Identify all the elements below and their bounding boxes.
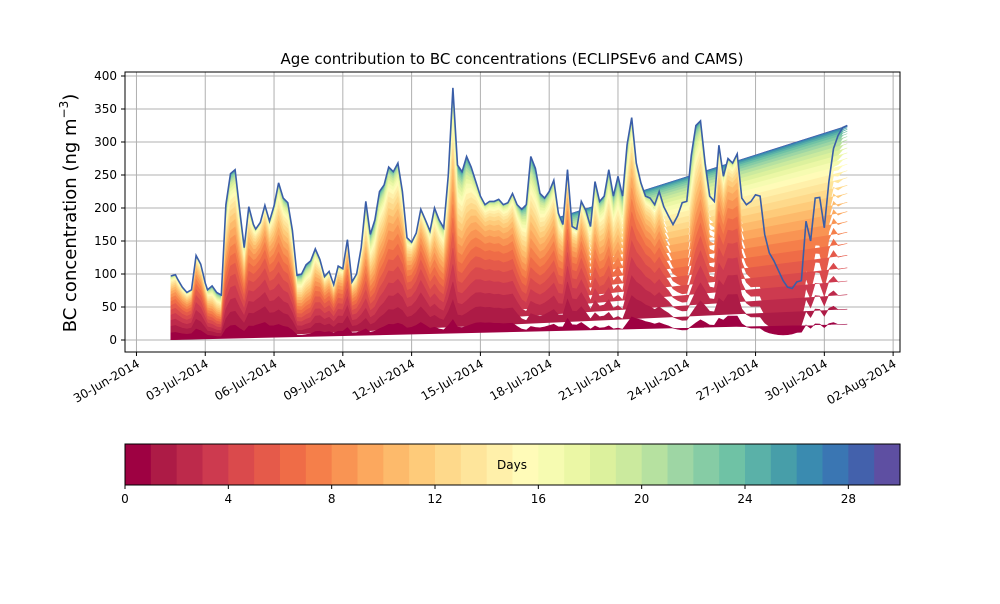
colorbar-swatch [512, 444, 539, 485]
age-band-0 [170, 315, 848, 340]
x-tick-label: 09-Jul-2014 [281, 356, 348, 403]
colorbar-swatch [228, 444, 255, 485]
total-line [170, 87, 848, 297]
colorbar-swatch [150, 444, 178, 485]
chart-title: Age contribution to BC concentrations (E… [281, 50, 744, 68]
colorbar-swatch [667, 444, 694, 485]
colorbar-tick-label: 4 [225, 492, 233, 506]
y-tick-label: 50 [102, 300, 117, 314]
colorbar-swatch [331, 444, 359, 485]
x-tick-label: 24-Jul-2014 [625, 356, 692, 403]
y-tick-label: 100 [94, 267, 117, 281]
y-tick-label: 200 [94, 201, 117, 215]
colorbar-swatch [383, 444, 410, 485]
x-tick-label: 15-Jul-2014 [419, 356, 486, 403]
x-tick-label: 18-Jul-2014 [487, 356, 554, 403]
y-tick-label: 250 [94, 168, 117, 182]
colorbar-swatch [693, 444, 720, 485]
colorbar-swatch [822, 444, 849, 485]
colorbar-tick-label: 0 [121, 492, 129, 506]
colorbar-label: Days [497, 458, 527, 472]
colorbar-swatch [719, 444, 746, 485]
y-tick-label: 400 [94, 69, 117, 83]
x-tick-label: 03-Jul-2014 [143, 356, 210, 403]
colorbar-tick-label: 16 [531, 492, 546, 506]
colorbar-swatch [125, 444, 152, 485]
colorbar-swatch [460, 444, 488, 485]
colorbar-swatch [538, 444, 565, 485]
colorbar-swatch [590, 444, 617, 485]
colorbar-tick-label: 8 [328, 492, 336, 506]
axes-frame [124, 71, 901, 353]
colorbar-swatch [254, 444, 281, 485]
colorbar-swatch [641, 444, 669, 485]
colorbar-swatch [848, 444, 875, 485]
colorbar-swatch [874, 444, 901, 485]
colorbar-swatch [409, 444, 436, 485]
x-tick-label: 30-Jul-2014 [763, 356, 830, 403]
y-axis-label-close: ) [60, 94, 81, 101]
colorbar-swatch [176, 444, 204, 485]
y-axis-label-main: BC concentration (ng m [60, 118, 81, 332]
x-tick-label: 06-Jul-2014 [212, 356, 279, 403]
colorbar-tick-label: 20 [634, 492, 649, 506]
y-tick-label: 300 [94, 135, 117, 149]
x-tick-label: 12-Jul-2014 [350, 356, 417, 403]
colorbar-frame [124, 443, 901, 486]
colorbar-swatch [280, 444, 307, 485]
y-tick-label: 150 [94, 234, 117, 248]
colorbar-tick-label: 12 [427, 492, 442, 506]
colorbar-tick-label: 24 [737, 492, 752, 506]
colorbar-tick-label: 28 [841, 492, 856, 506]
colorbar-swatch [202, 444, 229, 485]
x-tick-label: 27-Jul-2014 [694, 356, 761, 403]
colorbar-swatch [305, 444, 333, 485]
colorbar-swatch [796, 444, 824, 485]
colorbar-swatch [564, 444, 591, 485]
x-tick-label: 21-Jul-2014 [556, 356, 623, 403]
colorbar-swatch [486, 444, 514, 485]
colorbar-swatch [770, 444, 798, 485]
x-tick-label: 02-Aug-2014 [824, 356, 898, 407]
colorbar: 0 4 8 12 16 20 24 28 [121, 443, 901, 506]
x-tick-label: 30-Jun-2014 [71, 356, 142, 405]
stacked-areas [170, 87, 848, 340]
colorbar-swatch [745, 444, 772, 485]
colorbar-swatch [615, 444, 643, 485]
y-tick-label: 350 [94, 102, 117, 116]
age-band-1 [170, 294, 848, 340]
y-axis-label-sup: −3 [57, 101, 71, 119]
y-axis-label: BC concentration (ng m−3) [57, 94, 81, 333]
colorbar-swatch [435, 444, 462, 485]
colorbar-swatch [357, 444, 384, 485]
y-tick-label: 0 [109, 333, 117, 347]
